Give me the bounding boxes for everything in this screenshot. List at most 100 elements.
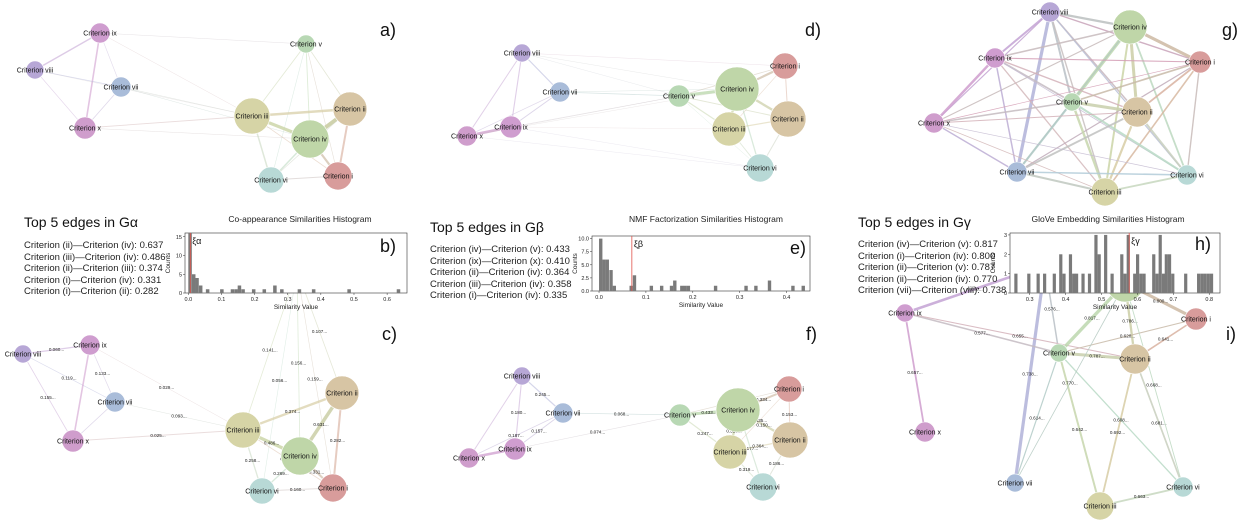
histogram-bar <box>1087 273 1092 293</box>
histogram-bar <box>191 274 196 293</box>
top-edge-item: Criterion (iii)—Criterion (iv): 0.486 <box>24 251 166 263</box>
node-i <box>323 161 353 191</box>
node-viii <box>512 366 532 386</box>
node-vi <box>1172 476 1194 498</box>
node-ix <box>503 437 527 461</box>
node-v <box>1062 92 1082 112</box>
node-i <box>318 473 348 503</box>
edge-weight-label: 0.786... <box>1122 319 1137 324</box>
edge-weight-label: 0.787... <box>1089 354 1104 359</box>
node-label: Criterion vii <box>997 480 1032 487</box>
histogram-h: GloVe Embedding Similarities Histogram ξγ… <box>990 214 1221 311</box>
edge-viii-i <box>521 52 786 67</box>
edge-weight-label: 0.068... <box>614 412 629 417</box>
edge-weight-label: 0.180... <box>511 410 526 415</box>
top-edge-item: Criterion (ii)—Criterion (iii): 0.374 <box>24 263 163 275</box>
node-ii <box>1119 343 1151 375</box>
edge-vii-v <box>562 412 681 416</box>
node-label: Criterion vii <box>103 84 138 91</box>
edge-vii-iii <box>120 86 253 117</box>
node-vii <box>549 81 571 103</box>
histogram-bar <box>1209 273 1214 293</box>
edge-i-vi <box>1186 61 1201 176</box>
node-vi <box>257 166 285 194</box>
node-label: Criterion v <box>1056 99 1088 106</box>
node-label: Criterion ix <box>494 124 528 131</box>
panel-letter: c) <box>382 324 397 344</box>
y-tick-label: 7.5 <box>581 250 589 256</box>
edge-x-iii <box>84 115 253 129</box>
node-x <box>73 116 97 140</box>
edge-weight-label: 0.608... <box>1113 418 1128 423</box>
histogram-bar <box>801 285 805 291</box>
edge-weight-label: 0.681... <box>1151 421 1166 426</box>
graph-a-edges <box>34 32 352 181</box>
graph-f: 0.245... 0.180... 0.157... 0.187... 0.068...… <box>453 324 817 502</box>
graph-i: 0.808... 0.738... 0.576... 0.657... 0.577...… <box>888 255 1236 520</box>
node-x <box>458 447 480 469</box>
top-edge-item: Criterion (ix)—Criterion (x): 0.410 <box>430 255 570 267</box>
edge-weight-label: 0.141... <box>262 348 277 353</box>
edge-weight-label: 0.631... <box>313 422 328 427</box>
edge-viii-vii <box>1015 11 1052 173</box>
panel-letter: e) <box>790 238 806 258</box>
node-label: Criterion iv <box>720 86 754 93</box>
edge-ix-iii <box>89 344 244 431</box>
node-label: Criterion ix <box>498 446 532 453</box>
histogram-bar <box>1014 273 1018 293</box>
node-label: Criterion iv <box>721 407 755 414</box>
histogram-bar <box>273 285 277 293</box>
edge-i-vii <box>1016 61 1201 173</box>
edge-weight-label: 0.663... <box>1134 494 1149 499</box>
histogram-bar <box>1167 254 1172 293</box>
edge-vii-vi <box>1016 171 1188 176</box>
node-i <box>775 375 803 403</box>
top-edge-item: Criterion (i)—Criterion (ii): 0.282 <box>24 286 159 298</box>
panel-letter: f) <box>806 324 817 344</box>
node-label: Criterion ii <box>1119 356 1151 363</box>
node-iii <box>712 434 748 470</box>
node-label: Criterion iii <box>713 449 747 456</box>
edge-iv-ix <box>994 26 1131 59</box>
histogram-e: NMF Factorization Similarities Histogram… <box>572 214 811 309</box>
node-vii <box>1006 161 1028 183</box>
edge-ix-ii <box>994 57 1138 113</box>
histogram-bar <box>1142 273 1146 293</box>
histogram-bar <box>251 289 256 293</box>
node-label: Criterion iii <box>1083 503 1117 510</box>
node-label: Criterion vi <box>746 484 780 491</box>
edge-iv-x <box>933 26 1131 124</box>
node-vi <box>248 477 276 505</box>
edge-weight-label: 0.577... <box>974 331 989 336</box>
histogram-bar <box>1104 234 1108 293</box>
edge-ix-x <box>904 312 926 433</box>
graph-d-nodes: Criterion viii Criterion vii Criterion v Cr… <box>451 43 807 183</box>
y-tick-label: 10 <box>176 254 182 260</box>
node-label: Criterion x <box>69 125 101 132</box>
graph-a: Criterion ix Criterion v Criterion viii Cri… <box>17 20 396 194</box>
histogram-bar <box>1052 273 1056 293</box>
node-label: Criterion i <box>1185 59 1215 66</box>
histogram-bar <box>754 285 758 291</box>
node-x <box>456 125 478 147</box>
edge-i-iii <box>1104 61 1201 193</box>
edge-viii-x <box>22 353 74 442</box>
histogram-title: NMF Factorization Similarities Histogram <box>629 214 783 224</box>
node-label: Criterion vii <box>97 399 132 406</box>
histogram-bar <box>609 270 613 291</box>
edge-vii-iv <box>120 86 311 140</box>
edge-weight-label: 0.119... <box>62 376 77 381</box>
histogram-bar <box>1200 273 1204 293</box>
x-axis-label: Similarity Value <box>274 304 319 311</box>
node-vii <box>1005 473 1025 493</box>
histogram-title: Co-appearance Similarities Histogram <box>228 214 371 224</box>
edge-ix-v <box>99 32 307 45</box>
edge-weight-label: 0.282... <box>330 438 345 443</box>
histogram-bar <box>602 259 606 291</box>
edge-weight-label: 0.159... <box>307 377 322 382</box>
node-label: Criterion ix <box>978 55 1012 62</box>
node-x <box>923 112 945 134</box>
graph-a-nodes: Criterion ix Criterion v Criterion viii Cri… <box>17 22 368 194</box>
histogram-bar <box>1126 234 1130 293</box>
histogram-bar <box>280 289 284 293</box>
